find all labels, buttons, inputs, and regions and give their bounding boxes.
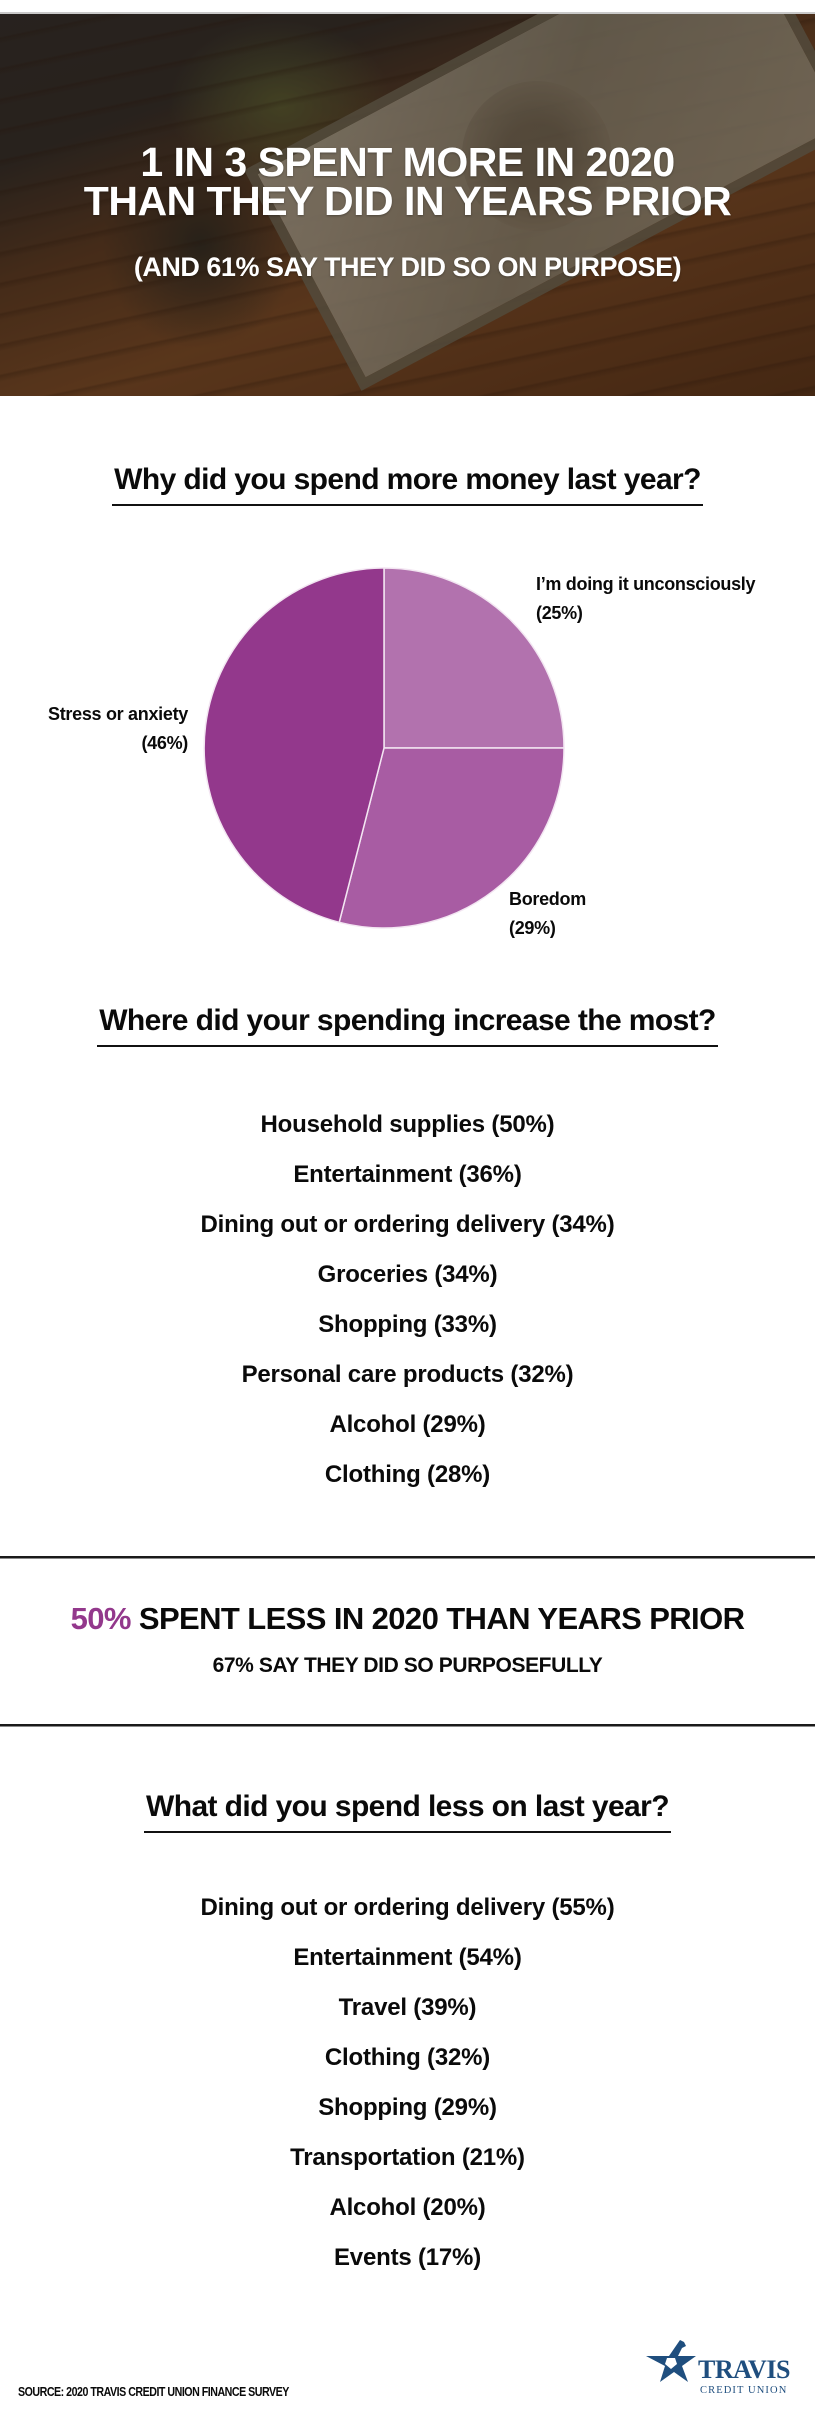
travis-credit-union-logo: TRAVIS CREDIT UNION xyxy=(640,2336,810,2406)
list-item: Dining out or ordering delivery (55%) xyxy=(200,1894,615,1921)
list-item: Personal care products (32%) xyxy=(241,1361,574,1388)
list-item: Shopping (33%) xyxy=(318,1311,497,1338)
pie-chart xyxy=(203,567,565,929)
list-item: Shopping (29%) xyxy=(318,2094,497,2121)
divider-top xyxy=(0,1556,815,1558)
star-bird-icon xyxy=(646,2340,696,2382)
label-value: (25%) xyxy=(536,603,583,623)
decrease-list: Dining out or ordering delivery (55%) En… xyxy=(0,1883,815,2283)
source-citation: SOURCE: 2020 TRAVIS CREDIT UNION FINANCE… xyxy=(18,2384,289,2399)
list-item: Entertainment (54%) xyxy=(293,1944,522,1971)
list-item: Household supplies (50%) xyxy=(260,1111,555,1138)
label-name: Boredom xyxy=(509,889,586,909)
divider-bottom xyxy=(0,1724,815,1726)
list-item: Groceries (34%) xyxy=(317,1261,498,1288)
logo-subtext: CREDIT UNION xyxy=(700,2385,788,2396)
banner-title-line1: 1 IN 3 SPENT MORE IN 2020 xyxy=(140,139,675,185)
list-item: Clothing (32%) xyxy=(324,2044,491,2071)
list-item: Alcohol (20%) xyxy=(329,2194,486,2221)
list-item: Events (17%) xyxy=(334,2244,481,2271)
section-why-heading: Why did you spend more money last year? xyxy=(0,462,815,506)
section-heading-text: What did you spend less on last year? xyxy=(144,1789,671,1833)
logo-wordmark: TRAVIS xyxy=(698,2355,790,2384)
pie-label-boredom: Boredom (29%) xyxy=(509,885,586,943)
banner-title-line2: THAN THEY DID IN YEARS PRIOR xyxy=(83,178,732,224)
banner-overlay xyxy=(0,14,815,396)
callout-headline-rest: SPENT LESS IN 2020 THAN YEARS PRIOR xyxy=(130,1601,745,1636)
hero-banner: 1 IN 3 SPENT MORE IN 2020 THAN THEY DID … xyxy=(0,12,815,396)
section-heading-text: Where did your spending increase the mos… xyxy=(97,1003,718,1047)
pie-slice-unconsciously xyxy=(383,567,565,749)
list-item: Clothing (28%) xyxy=(324,1461,491,1488)
label-name: Stress or anxiety xyxy=(48,704,188,724)
label-value: (46%) xyxy=(141,733,188,753)
increase-list: Household supplies (50%) Entertainment (… xyxy=(0,1100,815,1500)
list-item: Entertainment (36%) xyxy=(293,1161,522,1188)
list-item: Transportation (21%) xyxy=(290,2144,525,2171)
label-name: I’m doing it unconsciously xyxy=(536,574,756,594)
pie-slice-boredom xyxy=(338,747,565,929)
callout-headline: 50% SPENT LESS IN 2020 THAN YEARS PRIOR xyxy=(0,1601,815,1637)
section-less-heading: What did you spend less on last year? xyxy=(0,1789,815,1833)
list-item: Dining out or ordering delivery (34%) xyxy=(200,1211,615,1238)
section-heading-text: Why did you spend more money last year? xyxy=(112,462,703,506)
banner-subtitle: (AND 61% SAY THEY DID SO ON PURPOSE) xyxy=(133,252,682,282)
label-value: (29%) xyxy=(509,918,556,938)
pie-label-unconsciously: I’m doing it unconsciously (25%) xyxy=(536,570,756,628)
callout-subline: 67% SAY THEY DID SO PURPOSEFULLY xyxy=(212,1654,603,1677)
list-item: Alcohol (29%) xyxy=(329,1411,486,1438)
section-increase-heading: Where did your spending increase the mos… xyxy=(0,1003,815,1047)
list-item: Travel (39%) xyxy=(338,1994,477,2021)
pie-slice-stress xyxy=(203,567,385,924)
pie-label-stress: Stress or anxiety (46%) xyxy=(0,700,188,758)
callout-accent-value: 50% xyxy=(70,1601,132,1636)
